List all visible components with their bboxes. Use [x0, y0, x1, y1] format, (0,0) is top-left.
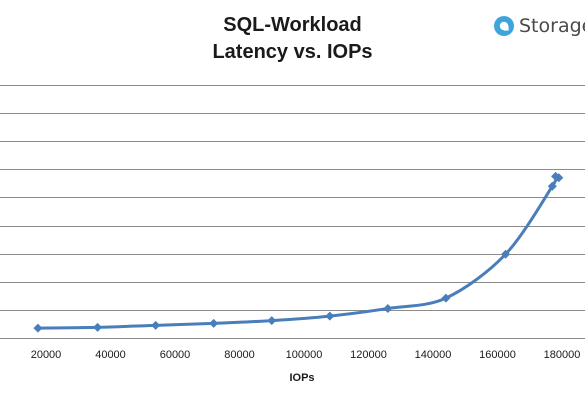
chart-title-line-2: Latency vs. IOPs — [212, 41, 373, 63]
data-point-9 — [501, 249, 511, 259]
data-point-5 — [267, 316, 277, 326]
data-point-12 — [554, 173, 564, 183]
data-point-6 — [325, 311, 335, 321]
x-tick-label: 140000 — [415, 349, 452, 361]
x-tick-label: 80000 — [224, 349, 255, 361]
data-point-3 — [151, 320, 161, 330]
gridlines — [0, 85, 585, 339]
data-point-4 — [209, 318, 219, 328]
data-point-1 — [33, 323, 43, 333]
x-tick-label: 120000 — [350, 349, 387, 361]
chart-title-line-1: SQL-Workload — [223, 14, 362, 36]
series-line — [37, 174, 560, 330]
brand-logo: Storage — [493, 14, 585, 38]
x-tick-label: 100000 — [286, 349, 323, 361]
x-tick-label: 40000 — [95, 349, 126, 361]
data-point-7 — [383, 303, 393, 313]
data-point-2 — [93, 322, 103, 332]
data-point-10 — [547, 181, 557, 191]
storage-logo-icon — [494, 16, 514, 36]
x-tick-label: 60000 — [160, 349, 191, 361]
brand-name: Storage — [519, 15, 585, 37]
x-axis-ticks: 20000 40000 60000 80000 100000 120000 140000 16… — [31, 349, 581, 361]
x-tick-label: 180000 — [544, 349, 581, 361]
x-tick-label: 20000 — [31, 349, 62, 361]
data-point-8 — [441, 293, 451, 303]
x-axis-label: IOPs — [289, 372, 314, 384]
chart-title: SQL-Workload Latency vs. IOPs — [0, 12, 585, 66]
series-markers — [33, 171, 564, 333]
x-tick-label: 160000 — [479, 349, 516, 361]
